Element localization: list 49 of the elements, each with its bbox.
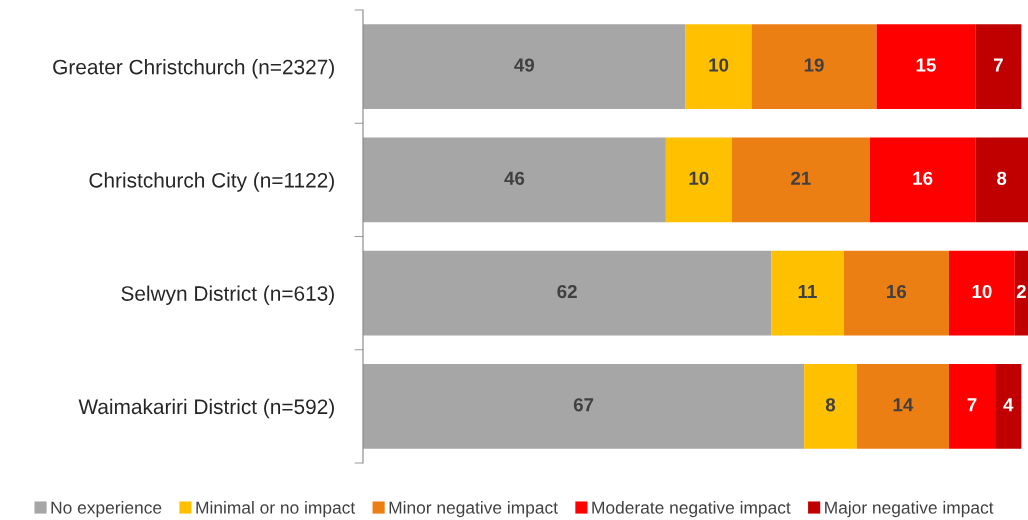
legend-label: Major negative impact [825,501,994,518]
bar [804,363,857,449]
data-label: 10 [972,284,992,299]
data-label: 7 [993,58,1003,72]
data-label: 7 [967,398,977,412]
bar [869,137,976,223]
data-label: 15 [916,58,936,72]
data-label: 62 [557,284,577,299]
bar [685,24,752,110]
bar [995,363,1022,449]
data-label: 4 [1003,398,1014,412]
data-label: 8 [997,171,1007,185]
bar [843,250,949,336]
data-label: 19 [804,58,824,72]
data-label: 11 [798,285,817,298]
bar [948,363,996,449]
y-tick-label: Selwyn District (n=613) [121,285,334,305]
data-label: 46 [504,171,525,185]
bar [771,250,844,336]
bar [975,137,1028,223]
y-tick-label: Christchurch City (n=1122) [89,172,334,192]
data-label: 16 [887,284,907,299]
data-label: 21 [791,171,811,185]
data-label: 49 [514,58,535,72]
legend-label: No experience [51,501,162,518]
bar [856,363,949,449]
data-label: 10 [689,171,709,185]
legend-label: Minor negative impact [389,501,558,518]
data-label: 67 [573,398,594,412]
bar [731,137,870,223]
bar [975,24,1022,110]
data-label: 8 [825,398,836,412]
bar [751,24,877,110]
bar [948,250,1015,336]
legend-label: Moderate negative impact [592,501,791,518]
bar [363,363,805,449]
bar [363,24,686,110]
y-tick-label: Waimakariri District (n=592) [78,398,334,419]
data-label: 14 [893,398,914,412]
bar [1014,250,1028,336]
bar [876,24,976,110]
bar [363,137,666,223]
y-tick-label: Greater Christchurch (n=2327) [53,59,334,79]
data-label: 10 [709,58,729,72]
data-label: 2 [1016,284,1026,298]
bar [665,137,732,223]
legend-label: Minimal or no impact [196,501,356,518]
data-label: 16 [913,171,933,185]
bar [363,250,772,336]
